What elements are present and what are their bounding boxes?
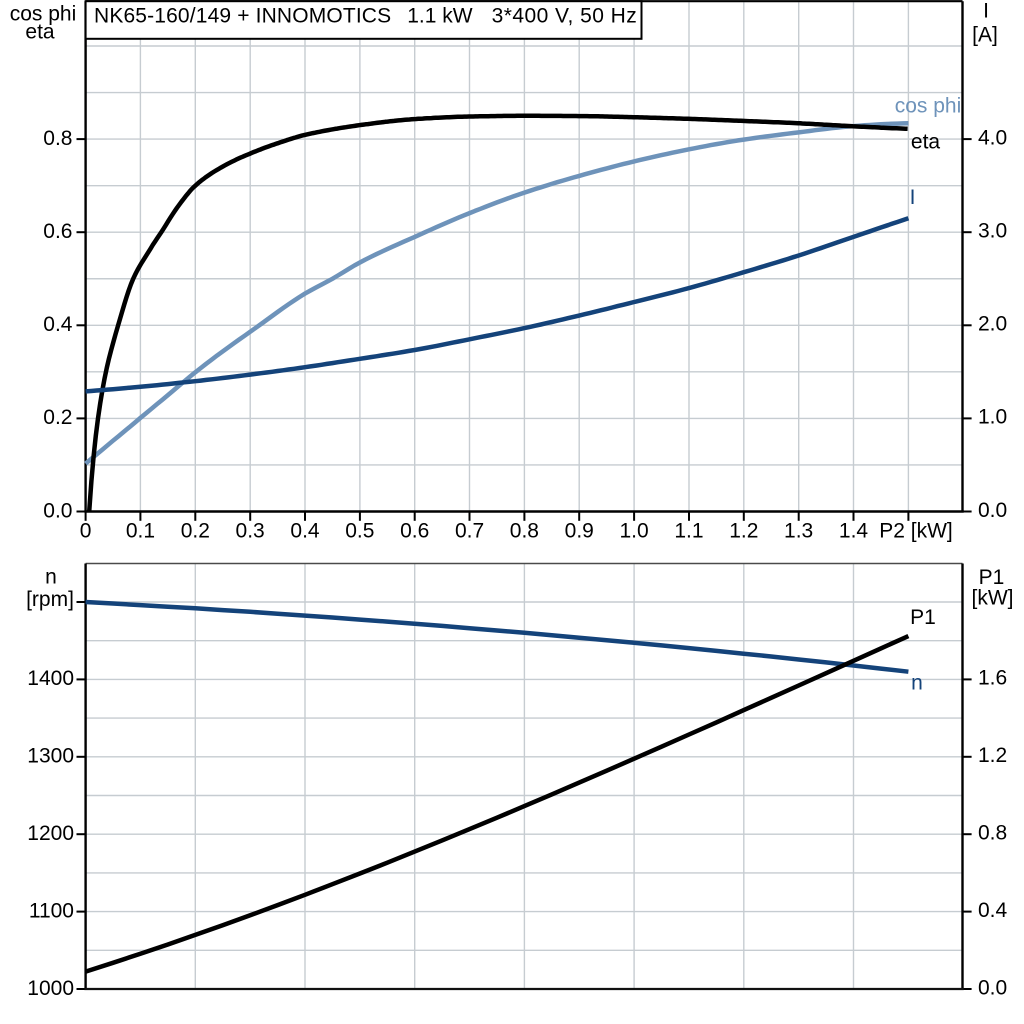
svg-text:0.0: 0.0 xyxy=(43,499,72,522)
svg-text:1.0: 1.0 xyxy=(619,520,648,543)
svg-text:2.0: 2.0 xyxy=(978,313,1007,336)
svg-text:P2 [kW]: P2 [kW] xyxy=(879,520,953,543)
svg-text:0: 0 xyxy=(80,520,92,543)
svg-text:3*400 V, 50 Hz: 3*400 V, 50 Hz xyxy=(492,4,638,27)
svg-text:1000: 1000 xyxy=(27,977,74,1000)
svg-text:I: I xyxy=(983,0,989,23)
svg-text:n: n xyxy=(45,565,57,588)
svg-text:0.4: 0.4 xyxy=(978,899,1008,922)
svg-text:0.6: 0.6 xyxy=(43,220,72,243)
svg-text:1.6: 1.6 xyxy=(978,667,1007,690)
svg-text:0.9: 0.9 xyxy=(565,520,594,543)
svg-text:0.8: 0.8 xyxy=(978,822,1007,845)
svg-text:[rpm]: [rpm] xyxy=(26,588,74,611)
svg-text:[A]: [A] xyxy=(972,24,998,47)
svg-text:0.0: 0.0 xyxy=(978,499,1007,522)
svg-text:0.5: 0.5 xyxy=(345,520,374,543)
svg-text:1.4: 1.4 xyxy=(839,520,869,543)
svg-text:0.0: 0.0 xyxy=(978,976,1007,999)
svg-text:0.3: 0.3 xyxy=(236,520,265,543)
svg-text:0.7: 0.7 xyxy=(455,520,484,543)
svg-text:1.2: 1.2 xyxy=(729,520,758,543)
svg-text:NK65-160/149 + INNOMOTICS: NK65-160/149 + INNOMOTICS xyxy=(94,4,391,27)
svg-text:P1: P1 xyxy=(979,566,1005,589)
svg-text:I: I xyxy=(910,186,916,209)
svg-text:1.1: 1.1 xyxy=(674,520,703,543)
svg-text:eta: eta xyxy=(25,20,55,43)
svg-text:n: n xyxy=(911,672,923,695)
svg-text:0.2: 0.2 xyxy=(181,520,210,543)
svg-text:eta: eta xyxy=(911,131,941,154)
svg-text:1300: 1300 xyxy=(27,745,74,768)
svg-text:0.2: 0.2 xyxy=(43,406,72,429)
svg-text:1400: 1400 xyxy=(27,667,74,690)
svg-text:1.0: 1.0 xyxy=(978,406,1007,429)
svg-text:cos phi: cos phi xyxy=(10,2,77,25)
svg-text:1.2: 1.2 xyxy=(978,744,1007,767)
svg-text:1200: 1200 xyxy=(27,822,74,845)
svg-text:0.6: 0.6 xyxy=(400,520,429,543)
svg-text:0.4: 0.4 xyxy=(290,520,320,543)
svg-text:3.0: 3.0 xyxy=(978,220,1007,243)
svg-text:4.0: 4.0 xyxy=(978,126,1007,149)
svg-text:1.1 kW: 1.1 kW xyxy=(407,4,473,27)
svg-text:cos phi: cos phi xyxy=(895,95,962,118)
svg-text:0.4: 0.4 xyxy=(43,313,73,336)
svg-text:1.3: 1.3 xyxy=(784,520,813,543)
svg-text:P1: P1 xyxy=(910,606,936,629)
svg-text:0.8: 0.8 xyxy=(43,127,72,150)
svg-text:1100: 1100 xyxy=(29,899,74,922)
svg-text:0.8: 0.8 xyxy=(510,520,539,543)
svg-text:[kW]: [kW] xyxy=(972,587,1014,610)
svg-text:0.1: 0.1 xyxy=(126,520,155,543)
